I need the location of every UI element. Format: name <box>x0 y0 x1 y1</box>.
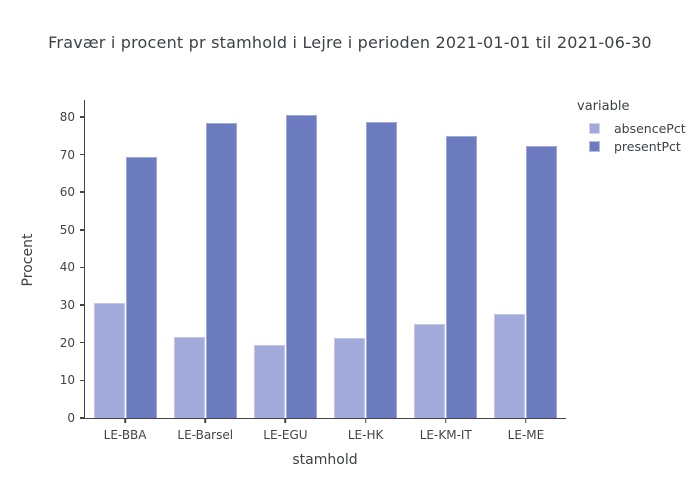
bar-presentPct-LE-HK[interactable] <box>366 122 398 418</box>
y-tick-50: 50 <box>60 223 85 237</box>
y-tick-label-0: 0 <box>67 411 75 425</box>
y-tick-60: 60 <box>60 185 85 199</box>
bar-presentPct-LE-ME[interactable] <box>526 145 558 418</box>
x-tick-mark <box>445 418 447 423</box>
bar-absencePct-LE-ME[interactable] <box>494 313 526 418</box>
x-tick-LE-ME: LE-ME <box>486 418 566 442</box>
y-tick-mark <box>80 191 85 193</box>
y-tick-label-80: 80 <box>59 109 75 124</box>
x-axis-title: stamhold <box>292 452 358 468</box>
y-tick-mark <box>80 304 85 306</box>
bar-absencePct-LE-Barsel[interactable] <box>173 337 205 418</box>
plot-area[interactable]: 0 10 20 30 40 50 60 70 80 LE-BBA LE-Barsel LE-EGU L… <box>60 100 566 442</box>
y-tick-80: 80 <box>60 110 85 124</box>
legend-item-absencePct[interactable]: absencePct <box>589 121 686 136</box>
bar-group-LE-BBA <box>85 100 165 418</box>
y-tick-label-30: 30 <box>59 298 75 313</box>
x-tick-LE-Barsel: LE-Barsel <box>165 418 245 442</box>
x-tick-LE-KM-IT: LE-KM-IT <box>406 418 486 442</box>
x-tick-mark <box>525 418 527 423</box>
bar-group-LE-Barsel <box>165 100 245 418</box>
y-tick-mark <box>80 266 85 269</box>
legend-swatch-presentPct <box>589 141 600 152</box>
bar-presentPct-LE-KM-IT[interactable] <box>446 136 478 418</box>
y-tick-label-10: 10 <box>59 373 75 388</box>
legend-label-absencePct: absencePct <box>614 121 686 136</box>
bar-presentPct-LE-BBA[interactable] <box>125 156 157 418</box>
bar-absencePct-LE-BBA[interactable] <box>93 302 125 418</box>
y-tick-label-50: 50 <box>59 222 75 237</box>
y-tick-label-20: 20 <box>59 335 75 350</box>
bar-group-LE-HK <box>326 100 406 418</box>
x-tick-label-LE-BBA: LE-BBA <box>103 428 147 442</box>
x-axis-ticks: LE-BBA LE-Barsel LE-EGU LE-HK LE-KM-IT LE-ME <box>85 418 566 442</box>
x-tick-mark <box>364 418 367 423</box>
y-tick-mark <box>80 153 85 156</box>
x-tick-LE-HK: LE-HK <box>326 418 406 442</box>
bar-presentPct-LE-Barsel[interactable] <box>205 122 237 418</box>
x-tick-LE-EGU: LE-EGU <box>245 418 325 442</box>
x-tick-label-LE-EGU: LE-EGU <box>263 428 308 442</box>
legend-item-presentPct[interactable]: presentPct <box>589 139 686 154</box>
legend-swatch-absencePct <box>589 123 600 134</box>
bar-groups <box>85 100 566 418</box>
bar-absencePct-LE-KM-IT[interactable] <box>414 323 446 418</box>
y-tick-mark <box>80 116 85 118</box>
x-tick-label-LE-Barsel: LE-Barsel <box>177 428 234 442</box>
legend-title: variable <box>577 99 630 114</box>
x-tick-label-LE-ME: LE-ME <box>507 428 545 442</box>
y-tick-30: 30 <box>60 298 85 312</box>
y-tick-mark <box>80 341 85 344</box>
y-axis-title: Procent <box>20 233 36 287</box>
legend: variable absencePct presentPct <box>577 99 686 157</box>
x-tick-mark <box>284 418 287 423</box>
y-tick-mark <box>80 229 85 231</box>
x-tick-label-LE-HK: LE-HK <box>347 428 384 442</box>
bar-group-LE-KM-IT <box>406 100 486 418</box>
chart-title: Fravær i procent pr stamhold i Lejre i p… <box>48 33 652 52</box>
y-tick-label-60: 60 <box>59 185 75 200</box>
y-tick-40: 40 <box>60 260 85 274</box>
x-tick-mark <box>204 418 206 423</box>
x-tick-LE-BBA: LE-BBA <box>85 418 165 442</box>
y-tick-0: 0 <box>67 411 85 425</box>
bar-absencePct-LE-EGU[interactable] <box>253 344 285 418</box>
y-tick-label-70: 70 <box>59 147 75 162</box>
bar-group-LE-EGU <box>245 100 325 418</box>
x-tick-mark <box>124 418 126 423</box>
y-tick-mark <box>80 379 85 382</box>
bar-presentPct-LE-EGU[interactable] <box>285 115 317 418</box>
bar-absencePct-LE-HK[interactable] <box>334 337 366 418</box>
y-tick-mark <box>80 417 85 419</box>
y-tick-70: 70 <box>60 148 85 162</box>
y-tick-label-40: 40 <box>59 260 75 275</box>
legend-label-presentPct: presentPct <box>614 139 681 154</box>
y-tick-20: 20 <box>60 336 85 350</box>
bar-group-LE-ME <box>486 100 566 418</box>
y-tick-10: 10 <box>60 373 85 387</box>
x-tick-label-LE-KM-IT: LE-KM-IT <box>419 428 472 442</box>
